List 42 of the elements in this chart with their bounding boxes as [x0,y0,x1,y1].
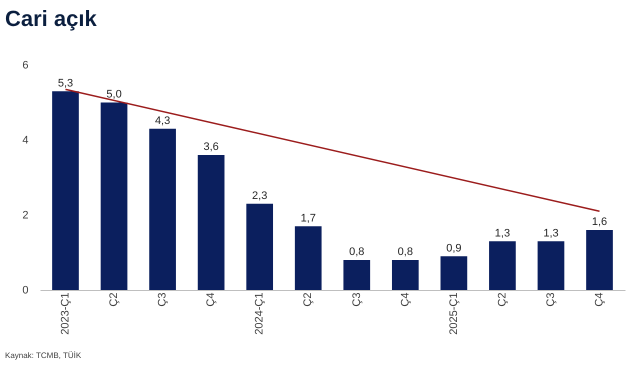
bar [294,226,322,290]
y-tick-label: 2 [22,210,28,222]
data-label: 5,0 [106,88,122,100]
data-label: 2,3 [252,190,268,202]
data-label: 5,3 [58,77,74,90]
x-tick-label: Ç4 [399,292,412,307]
data-label: 0,9 [446,242,462,254]
x-tick-label: 2024-Ç1 [254,292,266,335]
data-label: 1,7 [300,212,316,224]
x-tick-label: Ç3 [350,292,363,307]
x-tick-label: Ç2 [496,292,508,307]
y-tick-label: 4 [22,134,28,146]
y-tick-label: 0 [22,284,28,296]
data-label: 1,6 [592,216,608,228]
x-tick-label: Ç2 [108,292,120,307]
text: Kaynak: TCMB, TÜİK [5,351,82,360]
bar [392,260,419,290]
x-tick-label: 2023-Ç1 [59,292,72,335]
data-label: 0,8 [398,246,413,258]
bar [489,241,516,290]
bar [100,102,128,290]
data-label: 1,3 [494,227,510,240]
bar [149,128,176,290]
bar [246,204,274,290]
x-tick-label: Ç4 [205,292,218,307]
x-tick-label: 2025-Ç1 [448,292,460,335]
x-tick-label: Ç3 [544,292,557,307]
data-label: 0,8 [349,246,364,258]
y-tick-label: 6 [22,60,28,72]
data-label: 4,3 [154,114,170,127]
bar [198,155,224,290]
bar [538,241,564,290]
bar [343,260,370,290]
bar [440,256,468,290]
bar [586,230,613,290]
x-tick-label: Ç3 [156,292,169,307]
chart-title: Cari açık [5,6,98,31]
data-label: 1,3 [543,227,559,240]
x-tick-label: Ç4 [594,292,606,307]
data-label: 3,6 [203,141,219,153]
x-tick-label: Ç2 [302,292,314,307]
bar [52,91,79,290]
